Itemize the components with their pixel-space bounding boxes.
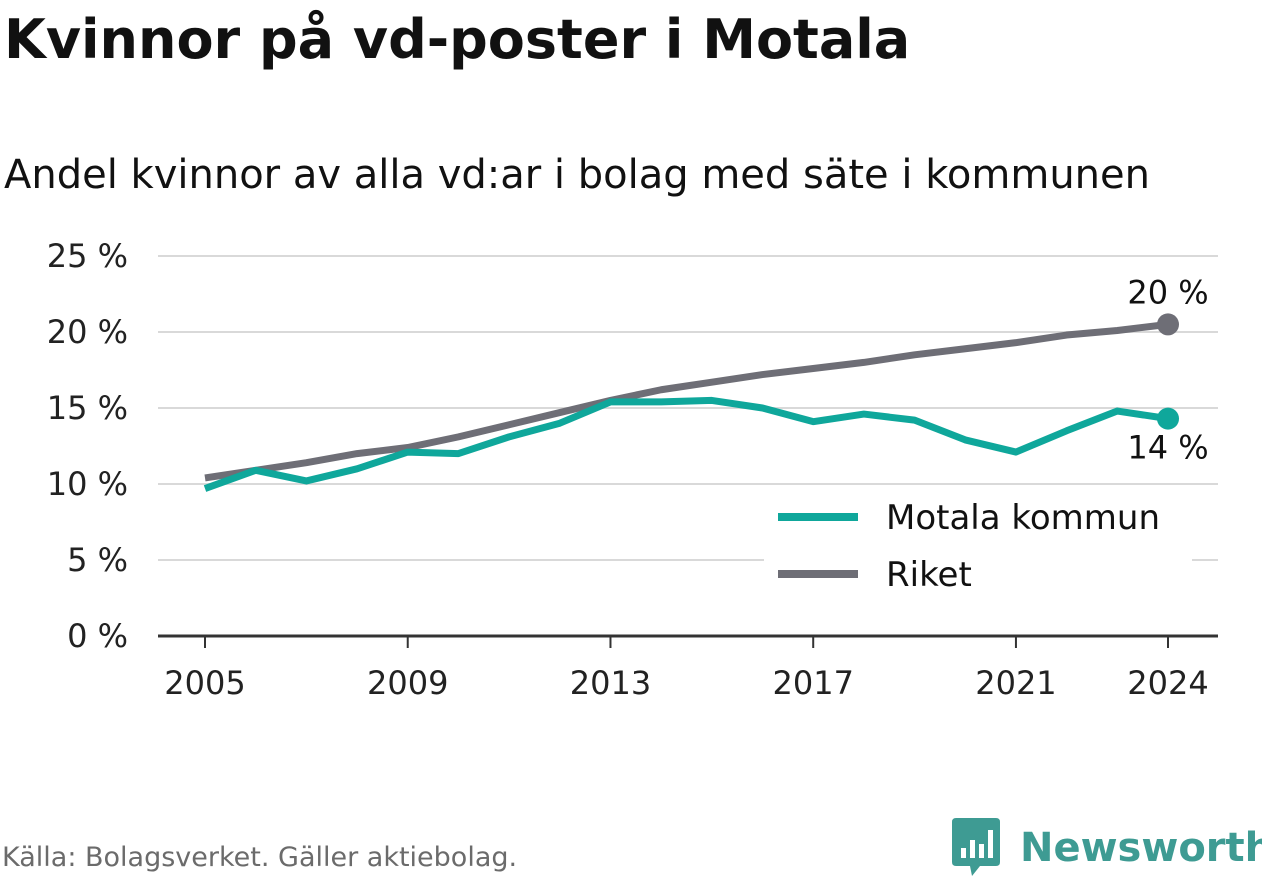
series-lines — [203, 313, 1179, 492]
y-tick-label: 10 % — [47, 465, 128, 503]
x-axis-ticks: 2005 2009 2013 2017 2021 2024 — [164, 636, 1209, 702]
line-chart: 0 %5 %10 %15 %20 %25 % 2005 2009 2013 2017 2… — [47, 237, 1218, 702]
y-tick-label: 0 % — [67, 617, 128, 655]
legend-box — [764, 486, 1192, 598]
y-axis-ticks: 0 % 5 % 10 % 15 % 20 % 25 % — [47, 237, 128, 655]
legend-label: Motala kommun — [886, 498, 1160, 538]
x-tick-label: 2013 — [570, 664, 651, 702]
source-note: Källa: Bolagsverket. Gäller aktiebolag. — [2, 842, 518, 873]
x-tick-label: 2021 — [975, 664, 1056, 702]
legend: Motala kommun Riket — [778, 498, 1160, 595]
newsworthy-logo-icon — [952, 818, 1000, 876]
series-line-riket — [204, 320, 1169, 482]
x-tick-label: 2005 — [164, 664, 245, 702]
end-value-label: 14 % — [1127, 429, 1208, 467]
brand-name: Newsworthy — [1020, 825, 1262, 871]
brand-logo: Newsworthy — [952, 818, 1262, 878]
end-labels: 20 % 14 % — [1127, 273, 1208, 466]
chart-subtitle: Andel kvinnor av alla vd:ar i bolag med … — [4, 152, 1150, 198]
grid-lines — [158, 255, 1218, 561]
y-tick-label: 20 % — [47, 313, 128, 351]
series-line-motala — [203, 396, 1169, 492]
x-tick-label: 2017 — [772, 664, 853, 702]
x-tick-label: 2024 — [1127, 664, 1208, 702]
legend-background — [764, 486, 1192, 598]
end-point — [1157, 407, 1179, 430]
y-tick-label: 25 % — [47, 237, 128, 275]
end-value-label: 20 % — [1127, 273, 1208, 311]
y-tick-label: 15 % — [47, 389, 128, 427]
legend-label: Riket — [886, 555, 972, 595]
x-tick-label: 2009 — [367, 664, 448, 702]
y-tick-label: 5 % — [67, 541, 128, 579]
chart-title: Kvinnor på vd-poster i Motala — [4, 8, 911, 71]
end-point — [1157, 313, 1179, 336]
